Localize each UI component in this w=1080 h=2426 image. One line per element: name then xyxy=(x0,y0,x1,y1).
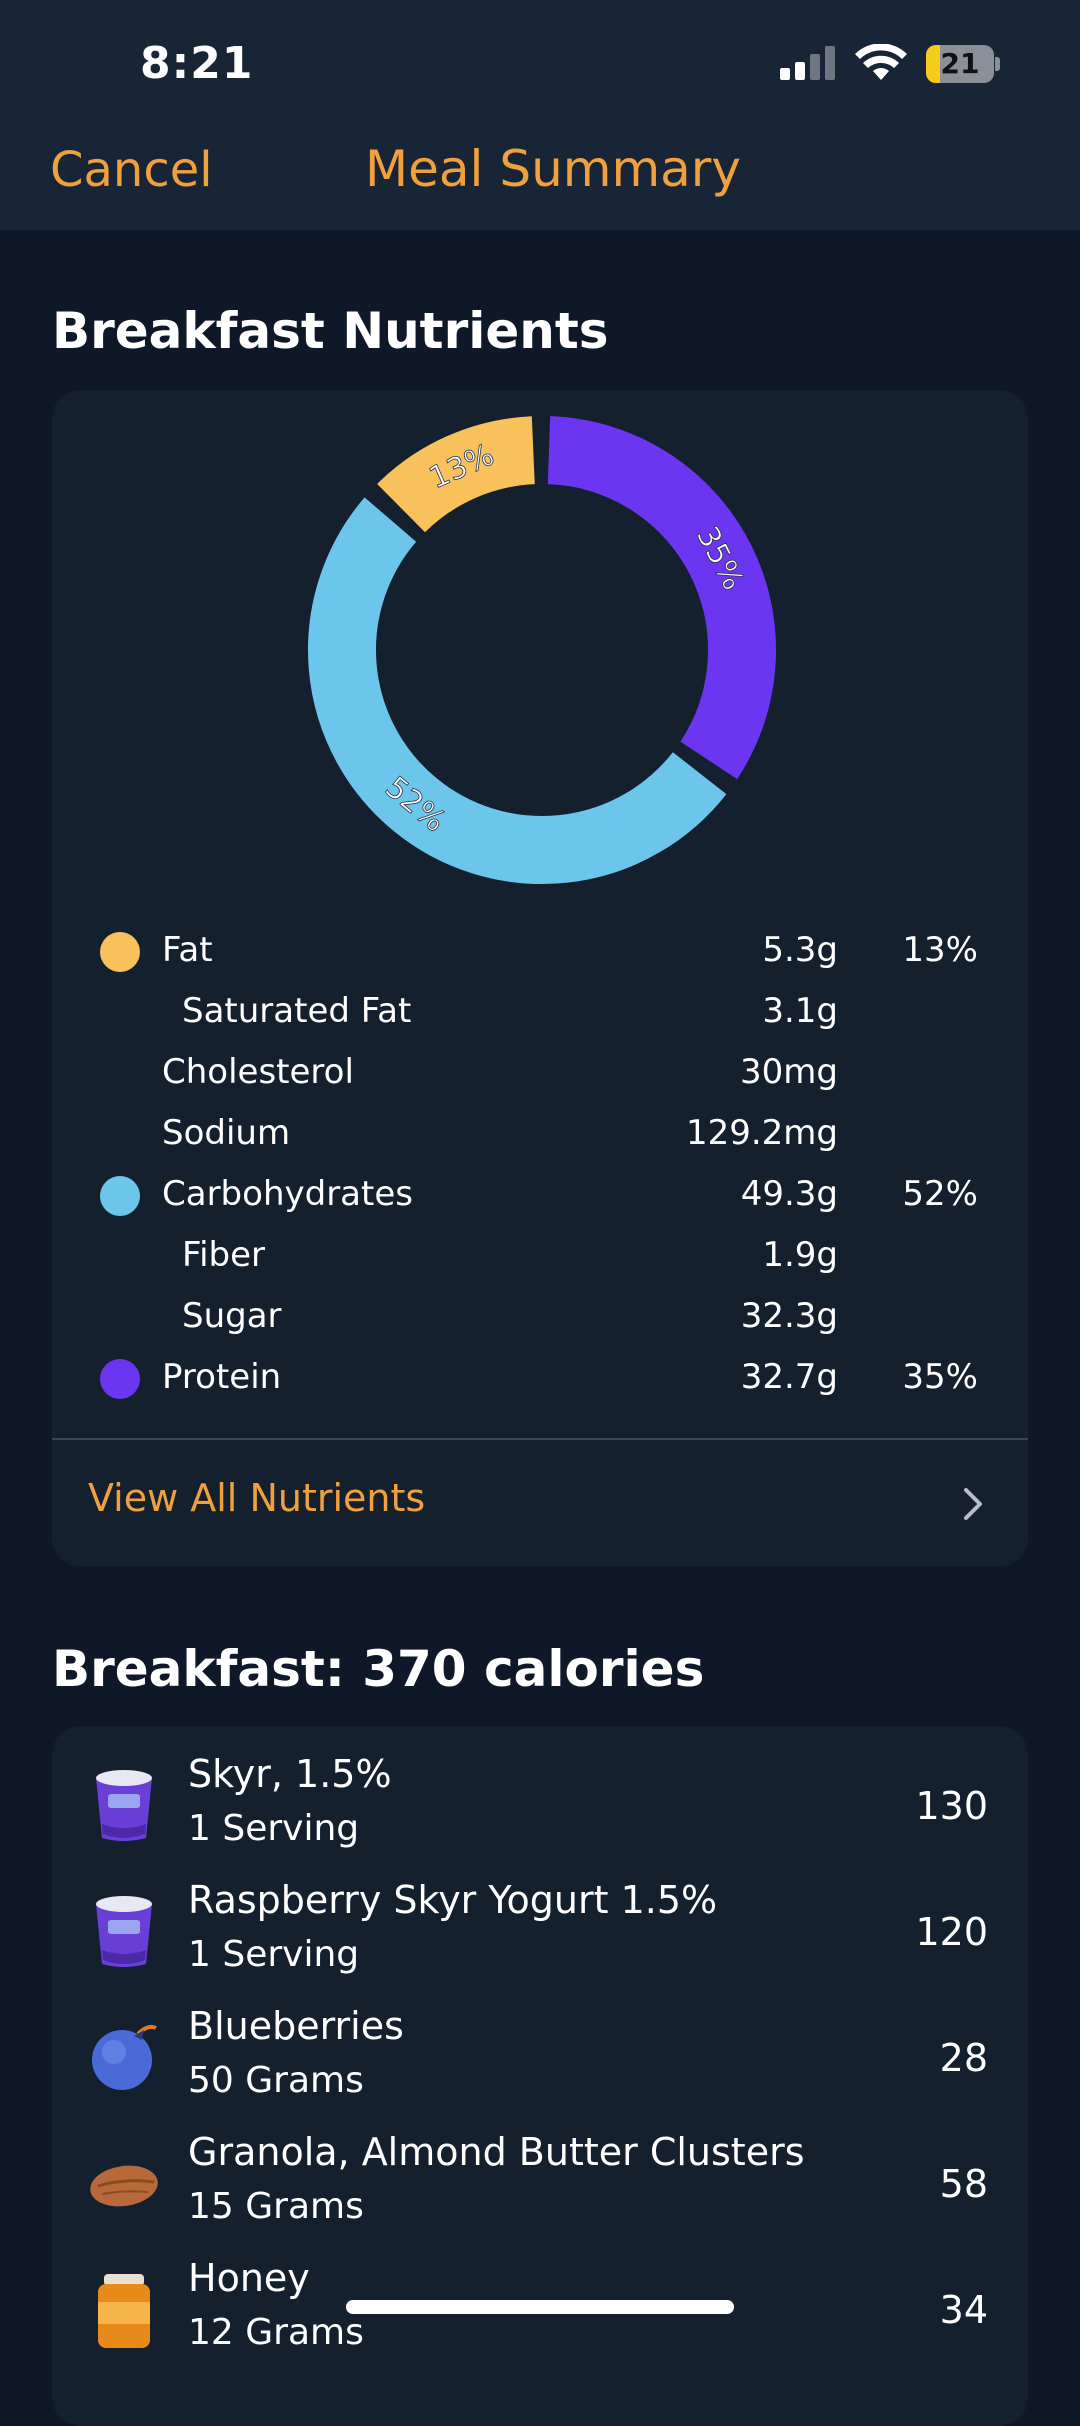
food-calories: 120 xyxy=(915,1910,988,1954)
nutrient-amount: 49.3g xyxy=(740,1174,838,1214)
food-quantity: 50 Grams xyxy=(188,2060,364,2101)
food-calories: 58 xyxy=(939,2162,988,2206)
yogurt-cup-icon xyxy=(88,1890,160,1970)
view-all-nutrients-link[interactable]: View All Nutrients xyxy=(52,1440,1028,1566)
view-all-nutrients-label: View All Nutrients xyxy=(88,1476,426,1520)
blueberry-icon xyxy=(88,2016,160,2096)
yogurt-cup-icon xyxy=(88,1764,160,1844)
nutrient-amount: 32.7g xyxy=(740,1357,838,1397)
nutrient-label: Sodium xyxy=(162,1113,291,1153)
food-item-row[interactable]: Granola, Almond Butter Clusters 15 Grams 5… xyxy=(52,2120,1028,2246)
status-time: 8:21 xyxy=(140,38,254,89)
nutrient-label: Saturated Fat xyxy=(182,991,412,1031)
nutrient-label: Carbohydrates xyxy=(162,1174,413,1214)
food-quantity: 1 Serving xyxy=(188,1934,360,1975)
food-calories: 130 xyxy=(915,1784,988,1828)
wifi-icon xyxy=(855,44,907,80)
nutrient-row-protein: Protein 32.7g 35% xyxy=(52,1347,1028,1407)
legend-color-dot xyxy=(100,932,140,972)
nutrient-label: Protein xyxy=(162,1357,282,1397)
food-name: Blueberries xyxy=(188,2004,404,2048)
food-name: Skyr, 1.5% xyxy=(188,1752,392,1796)
nutrient-percent: 52% xyxy=(902,1174,978,1214)
food-name: Honey xyxy=(188,2256,310,2300)
food-name: Raspberry Skyr Yogurt 1.5% xyxy=(188,1878,718,1922)
nutrients-section-title: Breakfast Nutrients xyxy=(52,302,609,360)
donut-slice-carbohydrates xyxy=(308,497,727,884)
cellular-signal-icon xyxy=(780,44,836,84)
donut-slice-fat xyxy=(377,416,536,533)
nutrient-percent: 35% xyxy=(902,1357,978,1397)
foods-card: Skyr, 1.5% 1 Serving 130 Raspberry Skyr Yog… xyxy=(52,1726,1028,2426)
nutrient-row-sodium: Sodium 129.2mg xyxy=(52,1103,1028,1163)
nutrient-row-fat: Fat 5.3g 13% xyxy=(52,920,1028,980)
macro-donut-chart: 35%52%13% xyxy=(308,416,776,884)
nutrient-amount: 129.2mg xyxy=(685,1113,838,1153)
nutrient-label: Fiber xyxy=(182,1235,266,1275)
foods-section-title: Breakfast: 370 calories xyxy=(52,1640,705,1698)
nutrients-card: 35% 52% 13% Fat 5.3g 13% Saturated Fat 3.1g Cho… xyxy=(52,390,1028,1566)
battery-icon: 21 xyxy=(926,45,1000,83)
top-bar: 8:21 21 Cancel Meal Summary xyxy=(0,0,1080,230)
nutrient-amount: 30mg xyxy=(740,1052,838,1092)
food-item-row[interactable]: Blueberries 50 Grams 28 xyxy=(52,1994,1028,2120)
nutrient-row-fiber: Fiber 1.9g xyxy=(52,1225,1028,1285)
home-indicator[interactable] xyxy=(346,2300,734,2314)
almond-icon xyxy=(88,2142,160,2222)
nutrient-row-cholesterol: Cholesterol 30mg xyxy=(52,1042,1028,1102)
nutrient-percent: 13% xyxy=(902,930,978,970)
status-icons: 21 xyxy=(780,44,1000,84)
nutrient-row-carbohydrates: Carbohydrates 49.3g 52% xyxy=(52,1164,1028,1224)
food-quantity: 1 Serving xyxy=(188,1808,360,1849)
divider xyxy=(52,1438,1028,1440)
food-item-row[interactable]: Skyr, 1.5% 1 Serving 130 xyxy=(52,1742,1028,1868)
food-quantity: 12 Grams xyxy=(188,2312,364,2353)
legend-color-dot xyxy=(100,1176,140,1216)
page-title: Meal Summary xyxy=(365,140,741,198)
cancel-button[interactable]: Cancel xyxy=(50,142,213,198)
nutrient-amount: 1.9g xyxy=(762,1235,838,1275)
nutrient-label: Sugar xyxy=(182,1296,282,1336)
chevron-right-icon xyxy=(964,1488,982,1520)
nutrient-label: Cholesterol xyxy=(162,1052,354,1092)
food-item-row[interactable]: Raspberry Skyr Yogurt 1.5% 1 Serving 120 xyxy=(52,1868,1028,1994)
nutrient-row-saturated-fat: Saturated Fat 3.1g xyxy=(52,981,1028,1041)
battery-level: 21 xyxy=(940,47,980,80)
nutrient-row-sugar: Sugar 32.3g xyxy=(52,1286,1028,1346)
food-name: Granola, Almond Butter Clusters xyxy=(188,2130,805,2174)
nutrient-amount: 32.3g xyxy=(740,1296,838,1336)
donut-slice-protein xyxy=(547,416,776,780)
nutrient-amount: 5.3g xyxy=(762,930,838,970)
food-calories: 28 xyxy=(939,2036,988,2080)
food-quantity: 15 Grams xyxy=(188,2186,364,2227)
nutrient-label: Fat xyxy=(162,930,213,970)
honey-jar-icon xyxy=(88,2268,160,2348)
legend-color-dot xyxy=(100,1359,140,1399)
food-calories: 34 xyxy=(939,2288,988,2332)
nutrient-amount: 3.1g xyxy=(762,991,838,1031)
